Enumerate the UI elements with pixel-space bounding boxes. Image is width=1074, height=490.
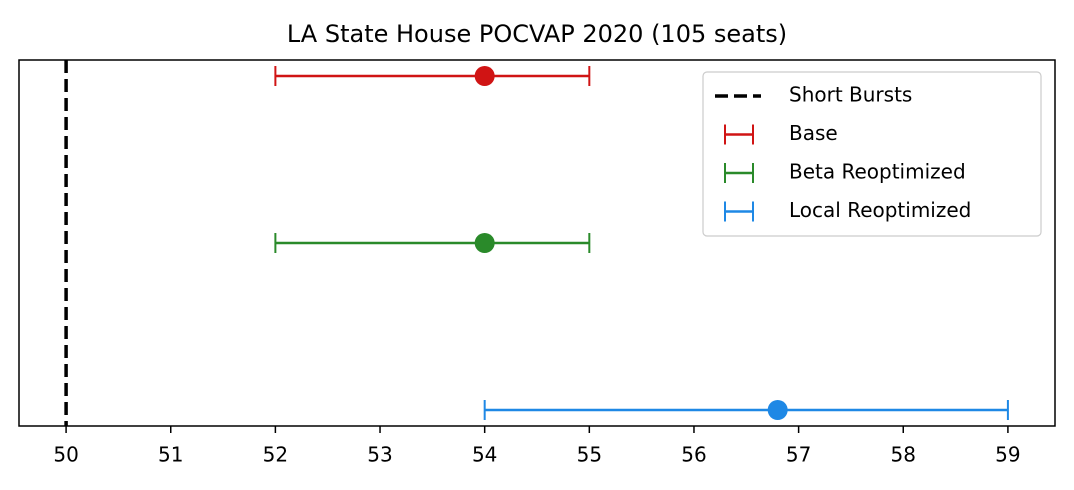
plot-frame — [18, 59, 1056, 427]
x-tick-label: 56 — [681, 443, 706, 467]
x-tick-label: 54 — [472, 443, 497, 467]
legend-box — [702, 71, 1042, 237]
x-tick-label: 59 — [995, 443, 1020, 467]
x-tick-label: 57 — [786, 443, 811, 467]
x-tick-label: 58 — [891, 443, 916, 467]
legend-label: Base — [789, 121, 838, 145]
x-tick-label: 50 — [53, 443, 78, 467]
x-tick-label: 55 — [577, 443, 602, 467]
legend-label: Beta Reoptimized — [789, 160, 966, 184]
chart-title: LA State House POCVAP 2020 (105 seats) — [287, 20, 787, 48]
point — [474, 66, 495, 86]
point — [767, 400, 788, 420]
x-tick-label: 52 — [263, 443, 288, 467]
x-tick-label: 53 — [367, 443, 392, 467]
legend-label: Short Bursts — [789, 83, 912, 107]
legend-label: Local Reoptimized — [789, 198, 971, 222]
x-tick-label: 51 — [158, 443, 183, 467]
point — [474, 233, 495, 253]
